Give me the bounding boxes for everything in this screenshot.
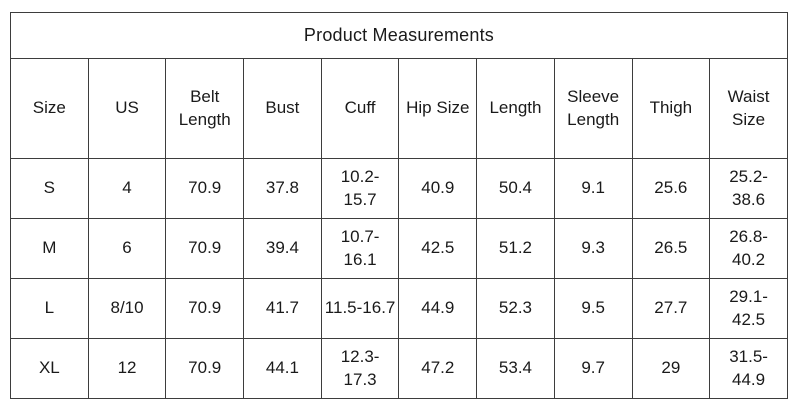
cell-size: L	[10, 278, 89, 339]
cell-thigh: 27.7	[631, 278, 711, 339]
column-header-bust: Bust	[243, 58, 322, 159]
column-header-us: US	[87, 58, 167, 159]
column-header-sleeve-length: Sleeve Length	[553, 58, 633, 159]
cell-hip-size: 44.9	[398, 278, 478, 339]
cell-bust: 44.1	[243, 338, 322, 399]
cell-hip-size: 42.5	[398, 218, 478, 279]
cell-belt-length: 70.9	[165, 218, 245, 279]
cell-size: M	[10, 218, 89, 279]
cell-hip-size: 40.9	[398, 158, 478, 219]
cell-us: 12	[87, 338, 167, 399]
cell-belt-length: 70.9	[165, 158, 245, 219]
cell-waist-size: 25.2-38.6	[709, 158, 788, 219]
column-header-length: Length	[476, 58, 555, 159]
table-header-row: Size US Belt Length Bust Cuff Hip Size L…	[10, 58, 788, 159]
cell-waist-size: 26.8-40.2	[709, 218, 788, 279]
cell-us: 8/10	[87, 278, 167, 339]
cell-cuff: 12.3-17.3	[320, 338, 400, 399]
table-title: Product Measurements	[10, 12, 788, 59]
cell-sleeve-length: 9.3	[553, 218, 633, 279]
cell-cuff: 10.7-16.1	[320, 218, 400, 279]
column-header-thigh: Thigh	[631, 58, 711, 159]
cell-cuff: 11.5-16.7	[320, 278, 400, 339]
cell-sleeve-length: 9.5	[553, 278, 633, 339]
cell-size: S	[10, 158, 89, 219]
column-header-waist-size: Waist Size	[709, 58, 788, 159]
table-title-row: Product Measurements	[10, 12, 788, 59]
cell-length: 53.4	[476, 338, 555, 399]
cell-length: 50.4	[476, 158, 555, 219]
column-header-size: Size	[10, 58, 89, 159]
column-header-cuff: Cuff	[320, 58, 400, 159]
cell-us: 4	[87, 158, 167, 219]
cell-thigh: 25.6	[631, 158, 711, 219]
cell-thigh: 29	[631, 338, 711, 399]
cell-length: 51.2	[476, 218, 555, 279]
cell-bust: 39.4	[243, 218, 322, 279]
table-row-xl: XL 12 70.9 44.1 12.3-17.3 47.2 53.4 9.7 …	[10, 338, 788, 399]
cell-waist-size: 29.1-42.5	[709, 278, 788, 339]
column-header-hip-size: Hip Size	[398, 58, 478, 159]
table-row-l: L 8/10 70.9 41.7 11.5-16.7 44.9 52.3 9.5…	[10, 278, 788, 339]
cell-thigh: 26.5	[631, 218, 711, 279]
column-header-belt-length: Belt Length	[165, 58, 245, 159]
product-measurements-table: Product Measurements Size US Belt Length…	[10, 12, 788, 399]
cell-us: 6	[87, 218, 167, 279]
cell-waist-size: 31.5-44.9	[709, 338, 788, 399]
cell-belt-length: 70.9	[165, 278, 245, 339]
cell-belt-length: 70.9	[165, 338, 245, 399]
cell-bust: 41.7	[243, 278, 322, 339]
table-row-m: M 6 70.9 39.4 10.7-16.1 42.5 51.2 9.3 26…	[10, 218, 788, 279]
cell-length: 52.3	[476, 278, 555, 339]
cell-hip-size: 47.2	[398, 338, 478, 399]
table-row-s: S 4 70.9 37.8 10.2-15.7 40.9 50.4 9.1 25…	[10, 158, 788, 219]
cell-sleeve-length: 9.7	[553, 338, 633, 399]
cell-bust: 37.8	[243, 158, 322, 219]
cell-cuff: 10.2-15.7	[320, 158, 400, 219]
cell-size: XL	[10, 338, 89, 399]
cell-sleeve-length: 9.1	[553, 158, 633, 219]
